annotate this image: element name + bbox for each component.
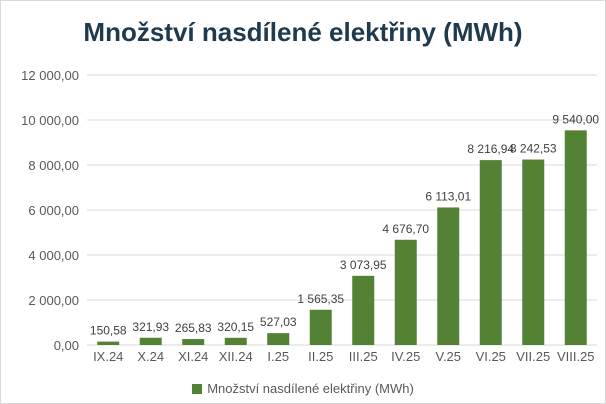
data-label: 4 676,70: [382, 222, 429, 236]
bar: [182, 339, 205, 345]
x-tick-label: IX.24: [93, 349, 123, 364]
data-label: 6 113,01: [425, 189, 471, 203]
y-tick-label: 4 000,00: [28, 248, 79, 263]
bar: [267, 333, 290, 345]
y-tick-label: 2 000,00: [28, 293, 79, 308]
data-label: 150,58: [90, 324, 127, 338]
legend-label: Množství nasdílené elektřiny (MWh): [207, 381, 414, 396]
bar: [522, 159, 545, 345]
x-tick-label: VI.25: [476, 349, 506, 364]
bar: [224, 337, 247, 345]
data-label: 320,15: [217, 320, 254, 334]
bar: [479, 160, 502, 345]
x-tick-label: XII.24: [219, 349, 253, 364]
y-tick-label: 10 000,00: [21, 113, 79, 128]
data-label: 527,03: [260, 315, 297, 329]
bar: [97, 341, 120, 345]
bar: [564, 130, 587, 345]
x-tick-label: XI.24: [178, 349, 208, 364]
legend: Množství nasdílené elektřiny (MWh): [1, 381, 605, 396]
x-tick-label: VII.25: [516, 349, 550, 364]
x-tick-label: VIII.25: [557, 349, 595, 364]
bar: [394, 239, 417, 345]
legend-swatch: [192, 384, 203, 394]
x-tick-label: I.25: [267, 349, 289, 364]
x-tick-label: II.25: [308, 349, 333, 364]
chart-title: Množství nasdílené elektřiny (MWh): [83, 17, 523, 47]
x-tick-label: X.24: [137, 349, 164, 364]
bar: [309, 309, 332, 345]
data-label: 265,83: [175, 321, 212, 335]
x-tick-label: III.25: [349, 349, 378, 364]
bar: [352, 275, 375, 345]
data-label: 1 565,35: [297, 292, 344, 306]
data-label: 3 073,95: [340, 258, 387, 272]
bar: [437, 207, 460, 345]
y-tick-label: 0,00: [54, 338, 79, 353]
data-label: 8 242,53: [510, 142, 557, 156]
bar: [139, 337, 162, 345]
x-tick-label: V.25: [435, 349, 461, 364]
y-tick-label: 8 000,00: [28, 158, 79, 173]
y-tick-label: 6 000,00: [28, 203, 79, 218]
y-tick-label: 12 000,00: [21, 68, 79, 83]
data-label: 8 216,94: [467, 142, 514, 156]
x-tick-label: IV.25: [391, 349, 420, 364]
data-label: 9 540,00: [552, 112, 599, 126]
data-label: 321,93: [132, 320, 169, 334]
